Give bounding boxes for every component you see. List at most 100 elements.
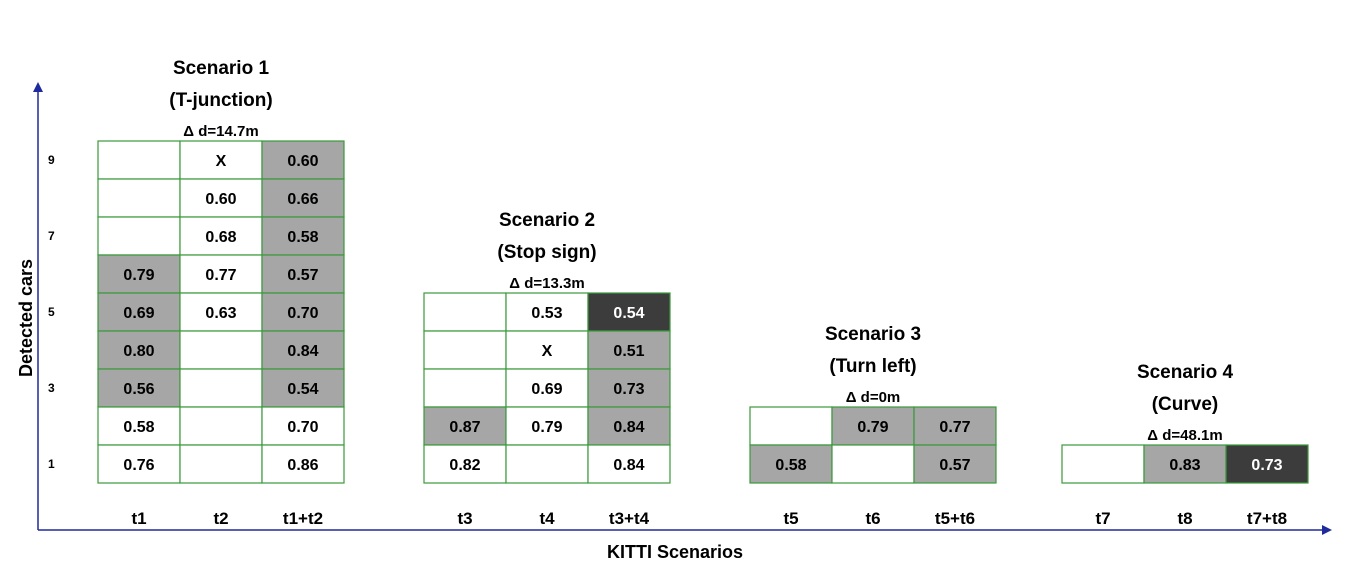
grid-cell: [261, 292, 345, 332]
cell-value: 0.79: [531, 419, 562, 436]
grid-cell: [179, 406, 263, 446]
cell-value: 0.83: [1169, 457, 1200, 474]
grid-cell: [913, 406, 997, 446]
grid-cell: [179, 292, 263, 332]
cell-value: 0.58: [775, 457, 806, 474]
cell-value: 0.84: [287, 343, 318, 360]
x-axis-label: KITTI Scenarios: [607, 542, 743, 562]
grid-cell: [913, 444, 997, 484]
y-tick-label: 1: [48, 457, 55, 471]
grid-cell: [261, 140, 345, 180]
grid-cell: [587, 330, 671, 370]
grid-cell: [1061, 444, 1145, 484]
grid-cell: [423, 368, 507, 408]
grid-cell: [261, 406, 345, 446]
scenario-delta-distance: Δ d=0m: [846, 389, 901, 406]
scenario-subtitle: (Turn left): [829, 356, 916, 377]
scenario-title: Scenario 4: [1137, 362, 1234, 383]
column-label: t4: [539, 509, 555, 528]
cell-value: 0.58: [123, 419, 154, 436]
scenario-3: Scenario 3 (Turn left) Δ d=0m 0.79 0.77 0.58 0…: [749, 324, 997, 528]
scenario-grids: Scenario 1 (T-junction) Δ d=14.7m X 0.60 0.60…: [97, 58, 1309, 528]
grid-cell: [97, 406, 181, 446]
grid-cell: [587, 292, 671, 332]
y-axis-label: Detected cars: [16, 259, 36, 377]
y-tick-labels: 1 3 5 7 9: [48, 153, 55, 471]
grid-cell: [179, 178, 263, 218]
grid-cell: [97, 178, 181, 218]
cell-value: 0.80: [123, 343, 154, 360]
cell-value: 0.84: [613, 457, 644, 474]
grid-cell: [97, 140, 181, 180]
grid-cell: [179, 444, 263, 484]
grid-cell: [261, 178, 345, 218]
grid-cell: [749, 406, 833, 446]
cell-value: 0.73: [1251, 457, 1282, 474]
y-tick-label: 5: [48, 305, 55, 319]
cell-value: 0.53: [531, 305, 562, 322]
cell-value: 0.57: [287, 267, 318, 284]
grid-cell: [587, 406, 671, 446]
cell-value: 0.70: [287, 305, 318, 322]
scenario-4: Scenario 4 (Curve) Δ d=48.1m 0.83 0.73 t7 t8 t7…: [1061, 362, 1309, 528]
grid-cell: [423, 292, 507, 332]
column-label: t8: [1177, 509, 1192, 528]
grid-cell: [1143, 444, 1227, 484]
cell-value: 0.73: [613, 381, 644, 398]
cell-value: 0.77: [939, 419, 970, 436]
cell-value: 0.82: [449, 457, 480, 474]
scenario-1: Scenario 1 (T-junction) Δ d=14.7m X 0.60 0.60…: [97, 58, 345, 528]
grid-cell: [261, 368, 345, 408]
grid-cell: [831, 444, 915, 484]
grid-cell: [423, 406, 507, 446]
y-tick-label: 7: [48, 229, 55, 243]
grid-cell: [261, 330, 345, 370]
cell-value: 0.54: [613, 305, 644, 322]
scenario-delta-distance: Δ d=48.1m: [1147, 427, 1222, 444]
cell-value: 0.56: [123, 381, 154, 398]
cell-value: 0.79: [123, 267, 154, 284]
grid-cell: [587, 368, 671, 408]
cell-value: 0.51: [613, 343, 644, 360]
scenario-subtitle: (T-junction): [169, 90, 272, 111]
cell-value: 0.86: [287, 457, 318, 474]
grid-cell: [97, 368, 181, 408]
grid-cell: [505, 444, 589, 484]
cell-value: 0.76: [123, 457, 154, 474]
scenario-delta-distance: Δ d=13.3m: [509, 275, 584, 292]
cell-value: 0.54: [287, 381, 318, 398]
column-label: t5+t6: [935, 509, 975, 528]
cell-value: 0.69: [123, 305, 154, 322]
cell-value: 0.57: [939, 457, 970, 474]
column-label: t3+t4: [609, 509, 650, 528]
grid-cell: [423, 444, 507, 484]
grid-cell: [505, 330, 589, 370]
column-label: t5: [783, 509, 798, 528]
grid-cell: [179, 368, 263, 408]
scenario-delta-distance: Δ d=14.7m: [183, 123, 258, 140]
scenario-title: Scenario 1: [173, 58, 270, 79]
cell-value: 0.69: [531, 381, 562, 398]
cell-value: 0.77: [205, 267, 236, 284]
scenario-subtitle: (Curve): [1152, 394, 1219, 415]
grid-cell: [261, 216, 345, 256]
cell-value: X: [542, 343, 553, 360]
column-label: t3: [457, 509, 472, 528]
column-label: t7+t8: [1247, 509, 1287, 528]
cell-value: 0.87: [449, 419, 480, 436]
grid-cell: [261, 444, 345, 484]
cell-value: 0.70: [287, 419, 318, 436]
scenario-subtitle: (Stop sign): [497, 242, 596, 263]
y-tick-label: 9: [48, 153, 55, 167]
cell-value: 0.66: [287, 191, 318, 208]
column-label: t1: [131, 509, 146, 528]
column-label: t2: [213, 509, 228, 528]
scenario-title: Scenario 3: [825, 324, 921, 345]
cell-value: 0.68: [205, 229, 236, 246]
cell-value: 0.63: [205, 305, 236, 322]
column-label: t6: [865, 509, 880, 528]
grid-cell: [505, 292, 589, 332]
cell-value: 0.58: [287, 229, 318, 246]
cell-value: 0.84: [613, 419, 644, 436]
